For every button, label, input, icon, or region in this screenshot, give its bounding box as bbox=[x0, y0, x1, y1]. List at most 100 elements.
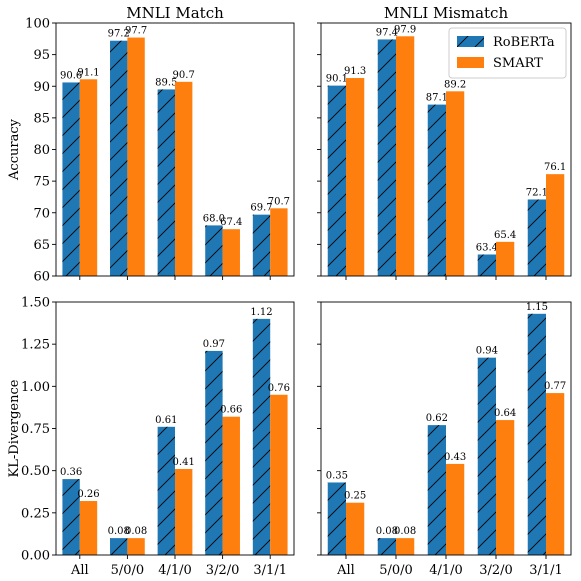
bar-smart-2 bbox=[127, 538, 145, 555]
bar-smart-5 bbox=[546, 174, 565, 276]
data-label-roberta-4: 0.94 bbox=[476, 346, 498, 357]
legend-swatch-smart bbox=[457, 57, 484, 68]
y-axis-label: Accuracy bbox=[7, 118, 22, 181]
bar-hatch-4 bbox=[477, 254, 496, 276]
x-tick-label: 3/1/1 bbox=[529, 563, 563, 578]
bar-hatch-1 bbox=[327, 85, 346, 277]
bar-hatch-3 bbox=[157, 426, 175, 555]
y-tick-label: 65 bbox=[33, 238, 50, 253]
bar-hatch-5 bbox=[252, 318, 271, 555]
data-label-roberta-4: 68.0 bbox=[203, 213, 225, 224]
y-tick-label: 1.25 bbox=[21, 338, 50, 353]
data-label-smart-3: 89.2 bbox=[444, 79, 466, 90]
data-label-roberta-2: 0.08 bbox=[108, 526, 130, 537]
y-tick-label: 75 bbox=[33, 175, 50, 190]
bar-hatch-2 bbox=[377, 39, 396, 276]
data-label-roberta-3: 89.5 bbox=[155, 77, 177, 88]
data-label-smart-3: 90.7 bbox=[173, 70, 195, 81]
bar-smart-3 bbox=[446, 91, 465, 276]
x-tick-label: 3/1/1 bbox=[253, 563, 287, 578]
data-label-smart-3: 0.43 bbox=[444, 452, 466, 463]
data-label-smart-1: 0.25 bbox=[344, 491, 366, 502]
panel-title: MNLI Mismatch bbox=[384, 4, 509, 22]
data-label-smart-2: 97.9 bbox=[394, 24, 416, 35]
data-label-smart-5: 0.77 bbox=[544, 381, 566, 392]
data-label-smart-5: 0.76 bbox=[268, 383, 290, 394]
data-label-roberta-1: 90.1 bbox=[326, 74, 348, 85]
x-tick-label: All bbox=[336, 563, 355, 578]
y-tick-label: 1.50 bbox=[21, 296, 50, 311]
bar-smart-3 bbox=[446, 463, 465, 555]
data-label-smart-2: 97.7 bbox=[125, 26, 147, 37]
data-label-smart-5: 70.7 bbox=[268, 196, 290, 207]
x-tick-label: 3/2/0 bbox=[479, 563, 513, 578]
data-label-smart-4: 67.4 bbox=[220, 217, 242, 228]
data-label-smart-4: 0.66 bbox=[220, 405, 242, 416]
y-tick-label: 85 bbox=[33, 111, 50, 126]
data-label-smart-1: 91.3 bbox=[344, 66, 366, 77]
data-label-smart-1: 91.1 bbox=[77, 67, 99, 78]
data-label-roberta-3: 0.62 bbox=[426, 413, 448, 424]
data-label-roberta-1: 0.35 bbox=[326, 470, 348, 481]
y-tick-label: 80 bbox=[33, 143, 50, 158]
bar-smart-1 bbox=[346, 502, 365, 555]
bar-smart-2 bbox=[127, 37, 145, 276]
x-tick-label: 4/1/0 bbox=[429, 563, 463, 578]
bar-hatch-2 bbox=[110, 40, 128, 277]
panel-title: MNLI Match bbox=[126, 4, 224, 22]
bar-hatch-2 bbox=[110, 538, 128, 555]
bar-smart-1 bbox=[79, 501, 98, 555]
data-label-roberta-2: 0.08 bbox=[376, 526, 398, 537]
bar-smart-3 bbox=[175, 468, 193, 555]
data-label-smart-2: 0.08 bbox=[125, 526, 147, 537]
bar-smart-1 bbox=[346, 78, 365, 276]
data-label-roberta-2: 97.4 bbox=[376, 27, 398, 38]
bar-hatch-2 bbox=[377, 538, 396, 555]
data-label-roberta-2: 97.2 bbox=[108, 29, 130, 40]
data-label-roberta-5: 1.12 bbox=[250, 307, 272, 318]
bar-hatch-1 bbox=[327, 482, 346, 555]
data-label-roberta-3: 0.61 bbox=[155, 415, 177, 426]
data-label-roberta-5: 72.1 bbox=[526, 187, 548, 198]
y-tick-label: 60 bbox=[33, 270, 50, 285]
bar-hatch-5 bbox=[252, 214, 271, 276]
data-label-roberta-4: 63.4 bbox=[476, 242, 498, 253]
bar-hatch-5 bbox=[527, 199, 546, 276]
bar-hatch-4 bbox=[205, 225, 223, 276]
bar-smart-1 bbox=[79, 79, 98, 276]
bar-hatch-1 bbox=[62, 479, 80, 555]
y-tick-label: 0.50 bbox=[21, 464, 50, 479]
bar-smart-4 bbox=[496, 241, 515, 276]
bar-smart-5 bbox=[546, 393, 565, 555]
legend-swatch-hatch bbox=[457, 36, 484, 47]
y-tick-label: 70 bbox=[33, 206, 50, 221]
bar-hatch-3 bbox=[427, 425, 446, 555]
data-label-smart-4: 0.64 bbox=[494, 408, 516, 419]
data-label-smart-5: 76.1 bbox=[544, 162, 566, 173]
y-tick-label: 100 bbox=[25, 17, 50, 32]
bar-smart-4 bbox=[496, 420, 515, 555]
bar-smart-5 bbox=[270, 394, 288, 555]
bar-hatch-3 bbox=[157, 89, 175, 276]
x-tick-label: 3/2/0 bbox=[206, 563, 240, 578]
legend-label-roberta: RoBERTa bbox=[493, 35, 555, 50]
x-tick-label: All bbox=[70, 563, 89, 578]
legend-label-smart: SMART bbox=[493, 56, 543, 71]
y-tick-label: 0.25 bbox=[21, 506, 50, 521]
bar-hatch-1 bbox=[62, 82, 80, 276]
data-label-roberta-5: 1.15 bbox=[526, 302, 548, 313]
y-tick-label: 95 bbox=[33, 48, 50, 63]
bar-smart-5 bbox=[270, 208, 288, 276]
bar-hatch-4 bbox=[477, 357, 496, 555]
data-label-roberta-1: 0.36 bbox=[60, 467, 82, 478]
y-tick-label: 0.00 bbox=[21, 549, 50, 564]
y-axis-label: KL-Divergence bbox=[7, 379, 22, 477]
bar-hatch-3 bbox=[427, 104, 446, 276]
x-tick-label: 5/0/0 bbox=[111, 563, 145, 578]
y-tick-label: 90 bbox=[33, 80, 50, 95]
y-tick-label: 0.75 bbox=[21, 422, 50, 437]
bar-hatch-5 bbox=[527, 313, 546, 555]
data-label-roberta-1: 90.6 bbox=[60, 70, 82, 81]
bar-smart-2 bbox=[396, 538, 415, 555]
